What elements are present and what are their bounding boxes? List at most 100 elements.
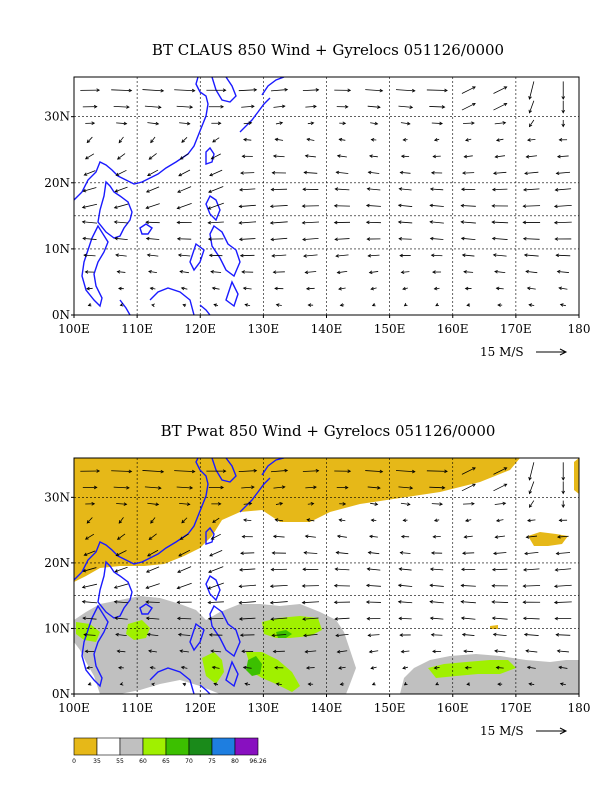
wind-arrow xyxy=(402,518,408,523)
wind-arrow xyxy=(366,567,381,571)
wind-arrow xyxy=(334,469,352,473)
wind-arrow xyxy=(558,286,568,291)
wind-arrow xyxy=(367,105,381,109)
wind-arrow xyxy=(274,518,284,522)
wind-arrow xyxy=(210,153,221,160)
wind-arrow xyxy=(430,633,443,637)
wind-arrow xyxy=(145,203,160,210)
pwat-colorbar: 0 35 55 60 65 70 75 80 96.26 xyxy=(72,737,267,765)
wind-arrow xyxy=(174,469,196,474)
lon-tick-label: 110E xyxy=(121,701,153,715)
wind-arrow xyxy=(82,567,97,573)
wind-arrow xyxy=(491,567,508,572)
wind-arrow xyxy=(270,617,288,621)
gridlines-claus xyxy=(74,77,579,315)
lat-tick-label: 0N xyxy=(52,308,70,322)
wind-arrow xyxy=(82,236,97,241)
wind-arrow xyxy=(83,550,96,557)
colorbar-swatch xyxy=(211,737,236,756)
wind-arrow xyxy=(432,534,441,539)
lon-tick-label: 120E xyxy=(184,701,216,715)
wind-arrow xyxy=(119,682,124,686)
lon-tick-label: 170E xyxy=(500,701,532,715)
wind-arrow xyxy=(463,270,474,274)
wind-arrow xyxy=(181,517,188,524)
wind-arrow xyxy=(84,533,95,540)
wind-arrow xyxy=(558,665,568,670)
wind-arrow xyxy=(555,551,571,556)
wind-arrow xyxy=(302,617,319,621)
wind-arrow xyxy=(150,136,156,144)
lat-tick-label: 10N xyxy=(44,621,70,635)
wind-arrow xyxy=(85,121,96,126)
wind-arrow xyxy=(554,616,572,621)
wind-arrow xyxy=(561,100,566,114)
colorbar-label: 0 xyxy=(72,758,76,765)
wind-arrow xyxy=(305,104,317,109)
wind-arrow xyxy=(365,600,381,604)
wind-arrow xyxy=(400,649,410,654)
wind-arrow xyxy=(146,253,159,257)
wind-arrow xyxy=(561,81,566,100)
wind-arrow xyxy=(494,269,506,274)
wind-arrow xyxy=(240,171,255,175)
wind-arrow xyxy=(302,88,320,92)
wind-arrow xyxy=(522,616,540,621)
lon-tick-label: 170E xyxy=(500,322,532,336)
wind-arrow xyxy=(528,481,535,495)
wind-arrow xyxy=(307,682,314,686)
wind-arrow xyxy=(179,153,189,160)
wind-arrow xyxy=(528,303,535,307)
wind-arrow xyxy=(461,632,475,637)
wind-arrow xyxy=(398,237,412,241)
wind-arrow xyxy=(148,270,157,274)
lat-tick-label: 20N xyxy=(44,556,70,570)
wind-arrow xyxy=(461,253,475,257)
wind-arrow xyxy=(433,138,440,142)
wind-arrow xyxy=(147,549,159,557)
wind-arrow xyxy=(115,550,127,557)
wind-arrow xyxy=(339,682,345,686)
wind-arrow xyxy=(179,533,189,540)
wind-vectors-pwat xyxy=(80,462,572,687)
wind-arrow xyxy=(302,469,320,473)
wind-arrow xyxy=(273,485,286,489)
wind-arrow xyxy=(491,220,509,224)
wind-arrow xyxy=(333,204,350,208)
wind-arrow xyxy=(180,286,188,291)
wind-arrow xyxy=(86,136,93,144)
wind-arrow xyxy=(402,666,408,670)
wind-arrow xyxy=(367,170,380,175)
wind-arrow xyxy=(430,171,443,175)
wind-arrow xyxy=(176,616,192,621)
wind-arrow xyxy=(333,220,350,225)
wind-arrow xyxy=(83,632,96,637)
wind-arrow xyxy=(305,485,317,490)
wind-arrow xyxy=(176,600,192,605)
wind-arrow xyxy=(210,533,221,540)
wind-arrow xyxy=(85,502,96,506)
wind-arrow xyxy=(301,584,319,588)
wind-arrow xyxy=(272,534,285,539)
wind-arrow xyxy=(368,270,379,275)
lat-tick-label: 10N xyxy=(44,242,70,256)
wind-arrow xyxy=(432,154,441,159)
wind-arrow xyxy=(460,567,476,572)
colorbar-swatch xyxy=(119,737,144,756)
wind-arrow xyxy=(113,485,130,490)
wind-arrow xyxy=(429,485,446,490)
wind-arrow xyxy=(181,137,188,143)
lon-tick-label: 160E xyxy=(437,322,469,336)
wind-arrow xyxy=(493,467,508,475)
wind-arrow xyxy=(336,649,348,654)
wind-arrow xyxy=(209,169,223,177)
wind-arrow xyxy=(556,649,569,653)
wind-arrow xyxy=(145,566,160,573)
wind-arrow xyxy=(553,220,572,225)
wind-arrow xyxy=(561,119,566,128)
wind-arrow xyxy=(429,600,444,604)
wind-arrow xyxy=(151,682,155,687)
lat-tick-label: 30N xyxy=(44,110,70,124)
colorbar-label: 60 xyxy=(139,758,147,765)
wind-arrow xyxy=(558,138,568,142)
